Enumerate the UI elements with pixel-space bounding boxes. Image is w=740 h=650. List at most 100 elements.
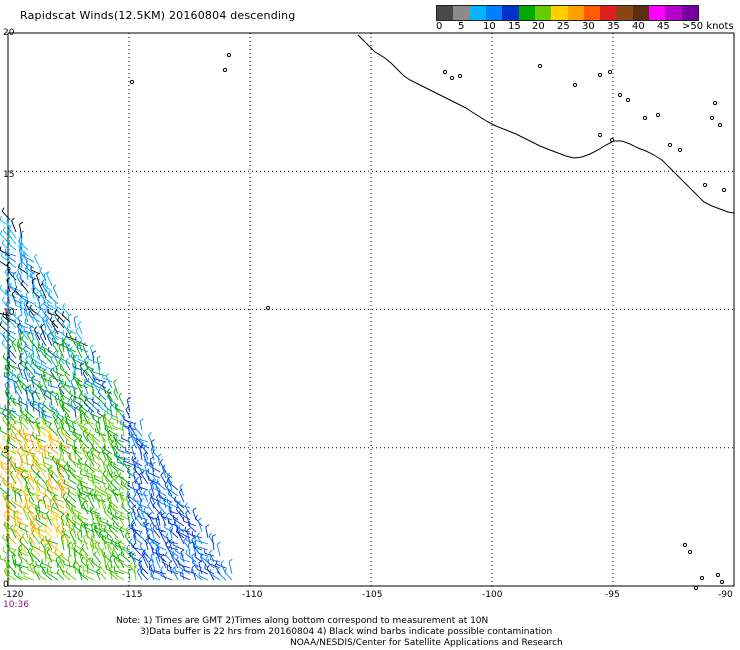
wind-barb-flag (45, 286, 48, 291)
wind-barb (139, 447, 143, 461)
wind-barb (107, 432, 113, 443)
wind-barb-flag (169, 510, 172, 515)
wind-barb (58, 401, 65, 413)
wind-barb (160, 575, 173, 581)
wind-barb-flag (78, 340, 83, 344)
wind-barb (35, 509, 47, 515)
wind-barb-flag (102, 470, 106, 475)
colorbar-label-9: 45 (657, 21, 670, 32)
wind-barb (18, 416, 23, 431)
wind-barb-flag (70, 394, 73, 399)
wind-barb-flag (37, 499, 42, 503)
wind-barb (214, 565, 221, 575)
wind-barb (53, 370, 65, 377)
wind-barb-flag (54, 309, 58, 313)
wind-barb (136, 518, 143, 527)
wind-barb-flag (90, 344, 94, 348)
wind-barb-flag (36, 433, 41, 437)
wind-barb (110, 464, 119, 473)
wind-barb-flag (151, 462, 156, 465)
wind-barb-flag (43, 328, 47, 332)
wind-barb-flag (44, 542, 49, 546)
wind-barb-flag (33, 312, 37, 317)
wind-barb-flag (216, 541, 221, 545)
wind-barb-flag (57, 458, 61, 463)
wind-barb (39, 291, 47, 305)
wind-barb-flag (156, 542, 161, 546)
wind-barb-flag (133, 494, 136, 499)
wind-barb (51, 520, 59, 533)
wind-barb-flag (126, 546, 129, 551)
wind-barb-flag (120, 491, 124, 495)
wind-barb-flag (27, 547, 32, 552)
wind-barb (191, 571, 203, 581)
wind-barb-flag (131, 480, 136, 484)
wind-barb (29, 565, 35, 575)
wind-barb (28, 471, 35, 485)
lat-label-15: 15 (3, 170, 15, 180)
wind-barb-flag (49, 316, 53, 321)
wind-barb-flag (60, 428, 63, 433)
wind-barb-flag (78, 564, 83, 568)
wind-barb-flag (47, 486, 49, 491)
wind-barb-flag (73, 387, 78, 391)
wind-barb (6, 220, 11, 233)
colorbar-labels: 0 5 10 15 20 25 30 35 40 45 >50 knots (436, 21, 736, 33)
wind-barb (2, 412, 11, 425)
wind-barb-flag (13, 570, 16, 575)
wind-barb-flag (107, 543, 111, 548)
wind-barb (50, 468, 59, 479)
wind-barb (101, 448, 107, 461)
wind-barb (27, 550, 35, 563)
wind-barb (34, 329, 41, 341)
wind-barb-flag (18, 544, 22, 548)
wind-barb-flag (26, 291, 31, 295)
wind-barb-flag (46, 304, 50, 309)
wind-barb-flag (57, 382, 61, 387)
wind-barb-flag (91, 542, 95, 546)
wind-barb-flag (0, 315, 4, 320)
wind-barb-flag (70, 352, 74, 357)
wind-barb-flag (48, 423, 52, 428)
wind-barb-flag (8, 466, 12, 471)
wind-barb (55, 306, 65, 311)
wind-barb (72, 366, 83, 371)
wind-barb-flag (139, 498, 144, 501)
wind-barb-flag (5, 370, 10, 374)
wind-barb-flag (53, 350, 57, 354)
wind-barb-flag (28, 352, 31, 357)
wind-barb-flag (65, 358, 69, 362)
wind-barbs (0, 207, 233, 581)
wind-barb (61, 341, 65, 353)
wind-barb-flag (125, 406, 129, 410)
wind-barb-flag (22, 505, 27, 510)
wind-barb-flag (83, 534, 87, 538)
wind-barb-flag (107, 507, 110, 512)
wind-barb-flag (80, 404, 83, 409)
wind-barb-flag (121, 502, 124, 507)
wind-barb-flag (26, 270, 29, 275)
wind-barb (56, 572, 65, 581)
wind-barb-flag (29, 562, 33, 566)
wind-barb (25, 267, 35, 275)
wind-barb (50, 371, 59, 383)
wind-barb (118, 489, 125, 503)
wind-barb (4, 525, 17, 533)
wind-barb (90, 466, 101, 473)
wind-barb (79, 491, 89, 497)
wind-barb-flag (35, 291, 39, 296)
wind-barb-flag (39, 345, 43, 350)
wind-barb (13, 400, 23, 407)
wind-barb (11, 500, 23, 509)
wind-barb-flag (9, 423, 13, 428)
wind-barb (5, 254, 17, 263)
wind-barb-flag (94, 551, 97, 556)
wind-barb (64, 417, 77, 425)
wind-barb (33, 568, 41, 581)
wind-barb (159, 497, 173, 503)
wind-barb (14, 322, 29, 329)
wind-barb (159, 532, 167, 545)
wind-barb (26, 262, 35, 269)
wind-barb (80, 408, 89, 419)
